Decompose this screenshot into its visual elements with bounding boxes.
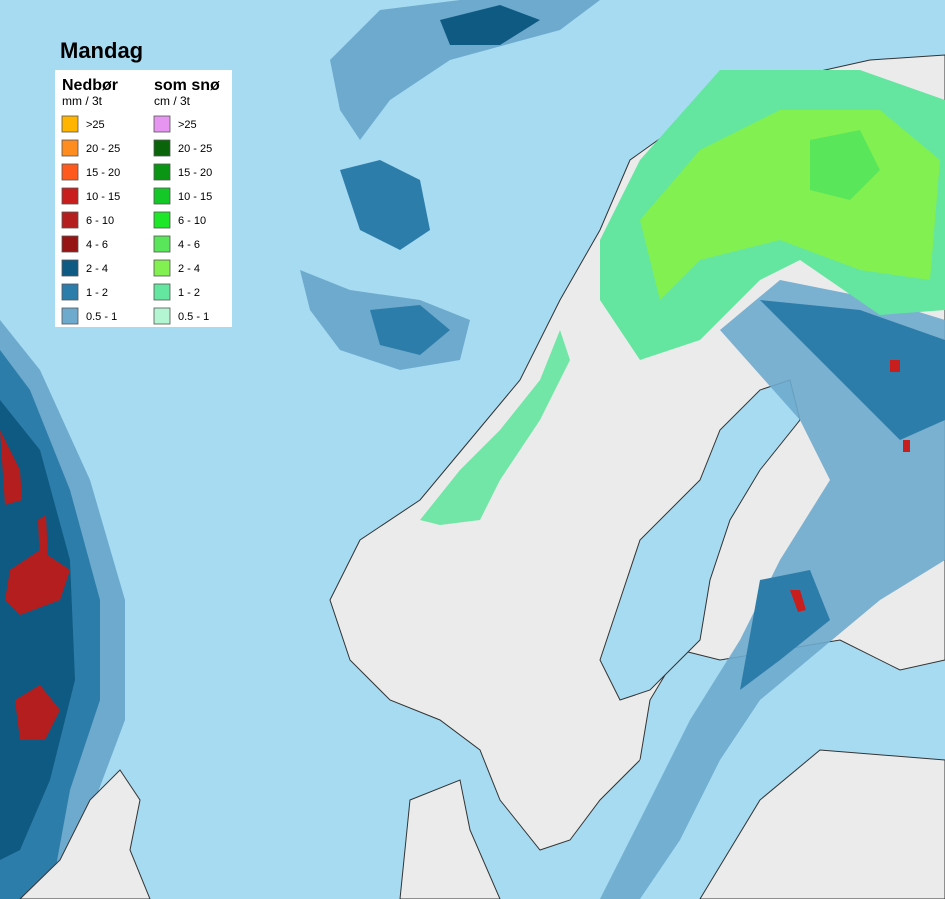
legend-unit: cm / 3t: [154, 94, 191, 108]
rain-area: [370, 305, 450, 355]
legend-swatch: [153, 235, 171, 253]
legend-unit: mm / 3t: [62, 94, 103, 108]
legend-swatch: [61, 163, 79, 181]
legend-swatch: [153, 163, 171, 181]
legend-swatch: [61, 115, 79, 133]
legend-swatch: [153, 283, 171, 301]
sea: [599, 379, 801, 701]
legend-label: 10 - 15: [86, 191, 120, 203]
land: [699, 749, 945, 899]
legend-label: 0.5 - 1: [178, 311, 209, 323]
legend: Nedbør mm / 3t som snø cm / 3t >25 20 - 2…: [55, 70, 232, 327]
legend-label: 15 - 20: [86, 167, 120, 179]
rain-area: [340, 160, 430, 250]
land: [399, 779, 501, 899]
legend-label: 4 - 6: [178, 239, 200, 251]
legend-label: >25: [86, 119, 105, 131]
rain-area: [0, 430, 70, 740]
legend-label: 2 - 4: [178, 263, 200, 275]
legend-label: 1 - 2: [178, 287, 200, 299]
legend-label: 6 - 10: [86, 215, 114, 227]
rain-area: [0, 400, 75, 860]
legend-swatch: [153, 187, 171, 205]
legend-swatch: [61, 259, 79, 277]
legend-swatch: [153, 211, 171, 229]
snow-area: [420, 330, 570, 525]
legend-swatch: [153, 307, 171, 325]
legend-swatch: [61, 283, 79, 301]
legend-swatch: [61, 307, 79, 325]
legend-label: 20 - 25: [86, 143, 120, 155]
legend-swatch: [61, 235, 79, 253]
legend-label: 0.5 - 1: [86, 311, 117, 323]
legend-swatch: [61, 139, 79, 157]
legend-label: 10 - 15: [178, 191, 212, 203]
rain-area: [330, 0, 600, 140]
legend-swatch: [61, 187, 79, 205]
legend-swatch: [153, 139, 171, 157]
legend-swatch: [153, 259, 171, 277]
legend-swatch: [61, 211, 79, 229]
legend-heading: som snø: [154, 77, 220, 94]
legend-swatch: [153, 115, 171, 133]
legend-heading: Nedbør: [62, 77, 118, 94]
legend-label: 2 - 4: [86, 263, 108, 275]
map-title: Mandag: [60, 38, 143, 63]
legend-box: [55, 70, 232, 327]
legend-label: 20 - 25: [178, 143, 212, 155]
snow-area: [810, 130, 880, 200]
legend-label: 15 - 20: [178, 167, 212, 179]
legend-label: 4 - 6: [86, 239, 108, 251]
legend-label: 6 - 10: [178, 215, 206, 227]
legend-label: 1 - 2: [86, 287, 108, 299]
rain-area: [440, 5, 540, 45]
land: [19, 769, 151, 899]
legend-label: >25: [178, 119, 197, 131]
